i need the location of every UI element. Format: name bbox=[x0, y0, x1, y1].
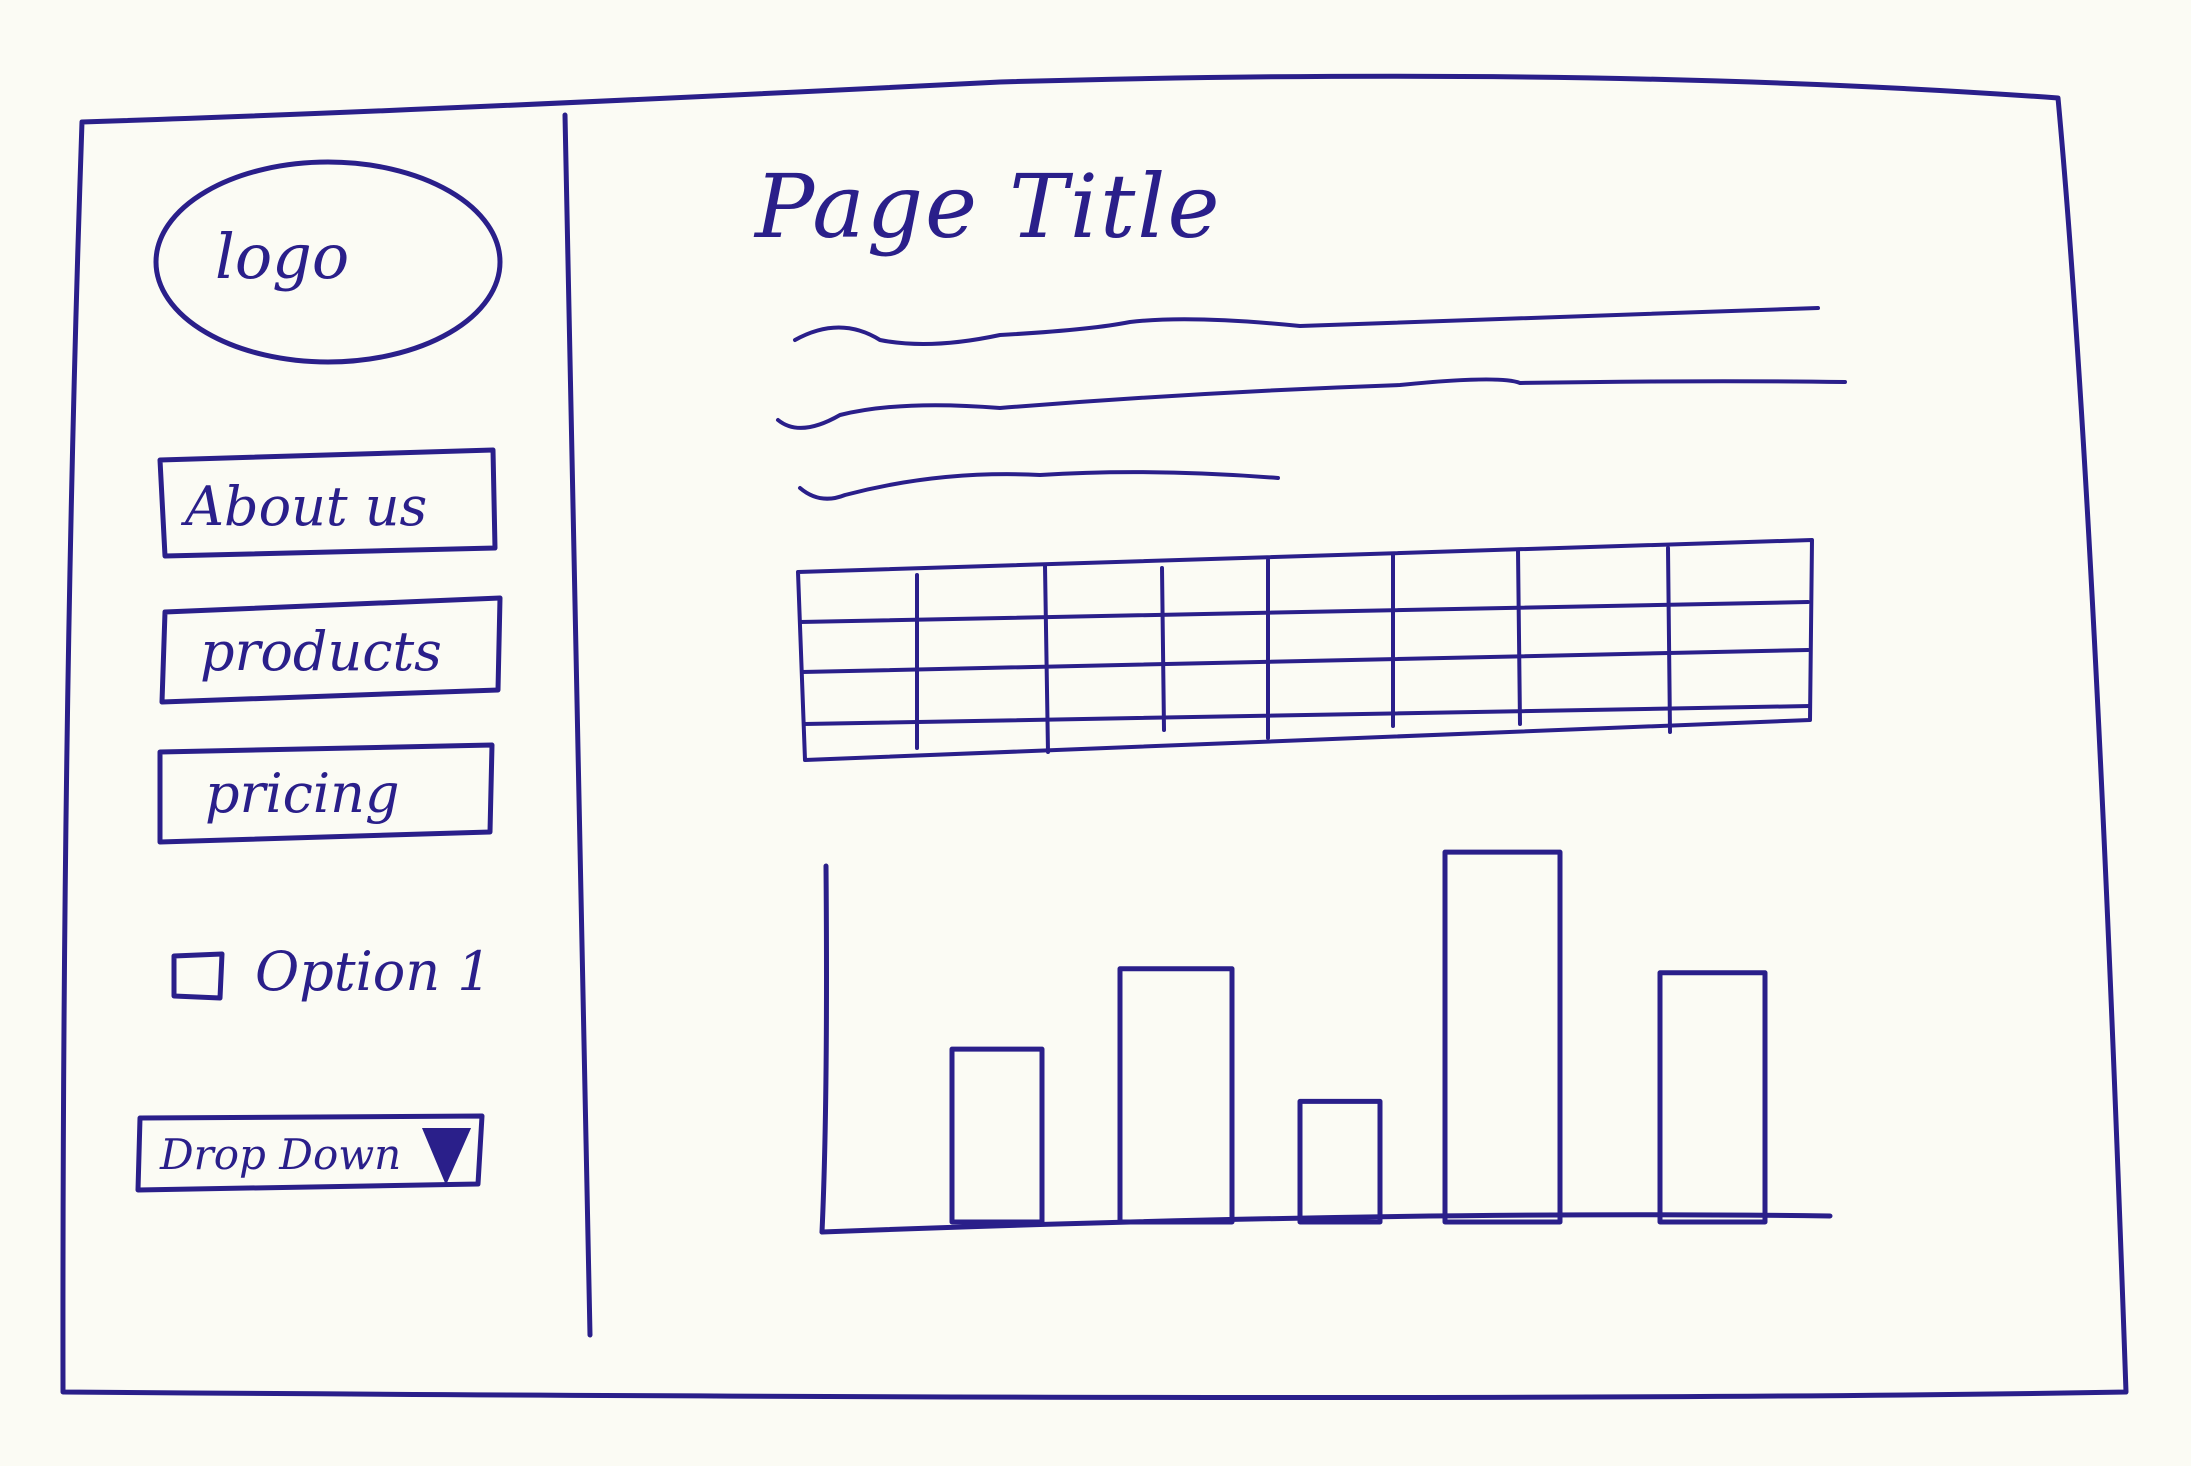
chevron-down-icon bbox=[421, 1128, 472, 1186]
paragraph-line bbox=[776, 377, 1847, 430]
sidebar-divider bbox=[562, 112, 593, 1338]
nav-item-products[interactable]: products bbox=[200, 620, 442, 683]
nav-box-pricing bbox=[157, 742, 495, 845]
data-table bbox=[796, 538, 1814, 762]
logo-ellipse bbox=[153, 159, 503, 365]
chart-y-axis bbox=[819, 863, 829, 1235]
option-1-label: Option 1 bbox=[255, 940, 492, 1003]
chart-bar bbox=[1297, 1098, 1383, 1225]
chart-bar bbox=[949, 1046, 1045, 1225]
dropdown-box bbox=[135, 1113, 485, 1193]
paragraph-line bbox=[793, 306, 1820, 346]
option-1-checkbox[interactable] bbox=[170, 950, 226, 1002]
chart-bar bbox=[1657, 970, 1768, 1225]
bar-chart bbox=[949, 849, 1768, 1225]
chart-x-axis bbox=[819, 1212, 1833, 1235]
nav-box-about bbox=[157, 447, 498, 559]
dropdown-label: Drop Down bbox=[160, 1130, 402, 1179]
nav-item-about-us[interactable]: About us bbox=[185, 475, 428, 538]
nav-box-products bbox=[159, 595, 503, 705]
page-title: Page Title bbox=[755, 155, 1222, 258]
chart-bar bbox=[1117, 966, 1235, 1225]
outer-frame bbox=[60, 73, 2129, 1400]
logo: logo bbox=[215, 220, 350, 293]
paragraph-line bbox=[798, 470, 1280, 501]
nav-item-pricing[interactable]: pricing bbox=[205, 762, 400, 825]
chart-bar bbox=[1442, 849, 1563, 1225]
option-checkbox bbox=[171, 951, 225, 1001]
